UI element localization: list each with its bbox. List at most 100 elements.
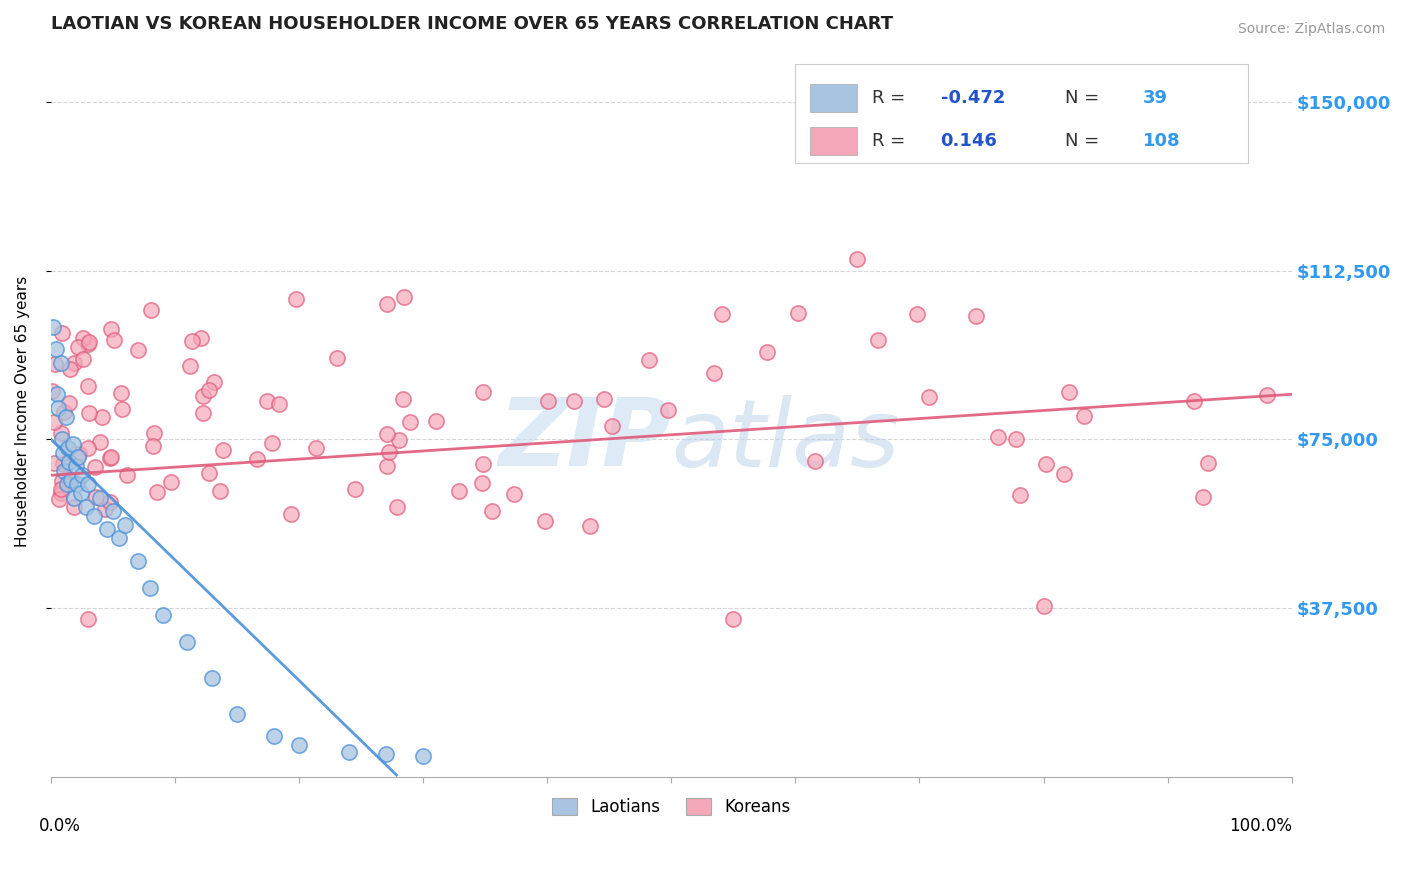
Point [866,334,889,348]
Point [42,319,65,334]
Point [67,447,90,461]
Point [55,409,77,424]
Point [471,476,494,491]
Point [152,607,174,622]
Point [965,309,987,323]
Point [193,406,215,420]
Point [127,343,149,358]
Point [141,302,163,317]
Point [190,331,212,345]
Point [1032,599,1054,613]
Point [399,415,422,429]
Point [63,491,86,505]
Point [51,474,73,488]
Text: LAOTIAN VS KOREAN HOUSEHOLDER INCOME OVER 65 YEARS CORRELATION CHART: LAOTIAN VS KOREAN HOUSEHOLDER INCOME OVE… [51,15,893,33]
Point [197,466,219,480]
Text: ZIP: ZIP [498,394,671,486]
Point [77,406,100,420]
Point [72,331,94,345]
Point [711,307,734,321]
Text: R =: R = [872,89,911,107]
Point [51,326,73,340]
Text: 0.0%: 0.0% [38,817,80,835]
Point [804,454,827,468]
Point [46,387,69,401]
Point [987,430,1010,444]
Point [70,468,93,483]
Point [48,491,70,506]
Point [67,450,90,465]
Point [45,343,67,357]
Point [127,554,149,568]
Point [179,359,201,373]
Point [49,485,72,500]
Point [280,507,302,521]
Point [472,385,495,400]
Point [269,397,291,411]
Point [702,367,724,381]
Point [63,356,86,370]
Point [142,439,165,453]
Point [72,352,94,367]
Point [503,487,526,501]
Point [100,450,122,464]
Legend: Laotians, Koreans: Laotians, Koreans [546,791,797,823]
Point [46,401,69,415]
Point [449,484,471,499]
Point [208,484,231,499]
FancyBboxPatch shape [810,85,858,112]
Point [160,475,183,489]
Point [65,459,87,474]
Point [108,531,131,545]
Text: R =: R = [872,132,911,150]
Point [44,357,66,371]
Point [375,426,398,441]
Point [117,468,139,483]
Point [176,634,198,648]
Point [58,455,80,469]
FancyBboxPatch shape [796,64,1249,162]
Point [142,425,165,440]
Point [77,337,100,351]
Point [193,388,215,402]
Point [66,477,89,491]
Y-axis label: Householder Income Over 65 years: Householder Income Over 65 years [15,276,30,547]
Point [58,396,80,410]
Point [374,747,396,761]
Point [98,494,121,508]
Point [77,612,100,626]
Point [1256,388,1278,402]
Point [326,351,349,365]
Point [201,671,224,685]
Point [84,490,107,504]
Point [83,508,105,523]
Point [471,458,494,472]
Point [58,472,80,486]
Point [77,379,100,393]
Point [256,393,278,408]
Point [378,444,401,458]
Text: N =: N = [1064,132,1105,150]
Point [1053,467,1076,481]
Point [377,458,399,473]
Point [98,451,121,466]
Point [181,334,204,349]
Point [1192,490,1215,504]
Point [49,425,72,440]
Point [53,464,76,478]
Point [905,307,928,321]
Point [537,394,560,409]
Point [723,612,745,626]
Point [51,482,73,496]
Point [101,504,124,518]
Point [77,477,100,491]
Point [412,749,434,764]
Point [66,340,89,354]
Point [51,432,73,446]
Point [600,418,623,433]
Text: 0.146: 0.146 [941,132,997,150]
Point [89,435,111,450]
Point [77,334,100,349]
Point [69,486,91,500]
Point [392,392,415,406]
